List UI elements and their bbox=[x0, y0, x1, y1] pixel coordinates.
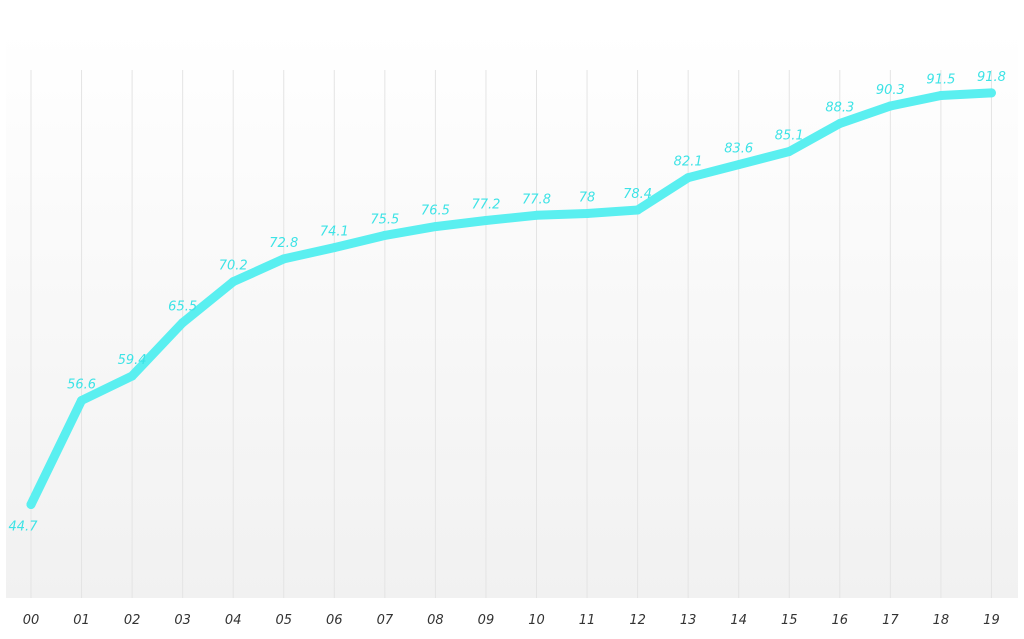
data-label-12: 78.4 bbox=[623, 187, 652, 202]
data-point-04 bbox=[228, 277, 238, 287]
data-label-04: 70.2 bbox=[219, 259, 248, 274]
data-label-17: 90.3 bbox=[876, 83, 905, 98]
x-tick-label-09: 09 bbox=[478, 613, 495, 628]
data-label-00: 44.7 bbox=[9, 519, 39, 534]
data-label-13: 82.1 bbox=[674, 155, 703, 170]
data-label-09: 77.2 bbox=[471, 197, 500, 212]
data-point-09 bbox=[481, 215, 491, 225]
data-point-01 bbox=[77, 396, 87, 406]
data-point-18 bbox=[936, 91, 946, 101]
data-label-06: 74.1 bbox=[320, 225, 349, 240]
data-label-18: 91.5 bbox=[926, 73, 955, 88]
x-tick-label-10: 10 bbox=[528, 613, 545, 628]
x-tick-label-03: 03 bbox=[174, 613, 191, 628]
x-tick-label-11: 11 bbox=[579, 613, 596, 628]
data-point-05 bbox=[279, 254, 289, 264]
x-tick-label-08: 08 bbox=[427, 613, 444, 628]
data-label-11: 78 bbox=[579, 191, 596, 206]
data-point-19 bbox=[986, 88, 996, 98]
series-line-group bbox=[26, 88, 996, 509]
x-tick-label-13: 13 bbox=[680, 613, 697, 628]
x-tick-label-14: 14 bbox=[730, 613, 747, 628]
data-point-16 bbox=[835, 119, 845, 129]
data-point-02 bbox=[127, 371, 137, 381]
data-label-02: 59.4 bbox=[118, 353, 147, 368]
data-point-11 bbox=[582, 209, 592, 219]
data-point-07 bbox=[380, 230, 390, 240]
data-point-12 bbox=[633, 205, 643, 215]
data-labels: 44.7 56.6 59.4 65.5 70.2 72.8 74.1 75.5 76.5 77.2… bbox=[9, 70, 1006, 535]
x-tick-label-07: 07 bbox=[377, 613, 394, 628]
data-point-17 bbox=[885, 101, 895, 111]
data-point-14 bbox=[734, 160, 744, 170]
data-point-10 bbox=[532, 210, 541, 220]
x-tick-label-17: 17 bbox=[882, 613, 899, 628]
x-tick-label-12: 12 bbox=[629, 613, 646, 628]
data-point-15 bbox=[784, 146, 794, 156]
series-line bbox=[26, 88, 996, 509]
data-label-19: 91.8 bbox=[977, 70, 1006, 85]
data-point-08 bbox=[430, 222, 440, 232]
x-tick-label-18: 18 bbox=[933, 613, 950, 628]
data-label-07: 75.5 bbox=[370, 212, 399, 227]
data-point-00 bbox=[26, 499, 36, 509]
x-tick-label-05: 05 bbox=[275, 613, 292, 628]
x-tick-label-01: 01 bbox=[73, 613, 90, 628]
x-tick-label-15: 15 bbox=[781, 613, 798, 628]
data-label-03: 65.5 bbox=[168, 300, 197, 315]
data-point-13 bbox=[683, 173, 693, 183]
x-axis-tick-labels: 00 01 02 03 04 05 06 07 08 09 10 11 12 13 14 15 16 17 18 19 bbox=[23, 613, 1000, 628]
data-point-06 bbox=[329, 243, 339, 253]
grid-lines bbox=[30, 70, 992, 598]
x-tick-label-06: 06 bbox=[326, 613, 343, 628]
x-tick-label-02: 02 bbox=[124, 613, 141, 628]
x-tick-label-16: 16 bbox=[832, 613, 849, 628]
data-label-10: 77.8 bbox=[522, 192, 551, 207]
data-point-03 bbox=[178, 318, 188, 328]
data-label-15: 85.1 bbox=[775, 128, 804, 143]
data-label-16: 88.3 bbox=[825, 101, 854, 116]
data-label-08: 76.5 bbox=[421, 204, 450, 219]
x-tick-label-04: 04 bbox=[225, 613, 242, 628]
data-label-14: 83.6 bbox=[724, 142, 753, 157]
x-tick-label-19: 19 bbox=[983, 613, 1000, 628]
data-label-01: 56.6 bbox=[67, 378, 96, 393]
x-tick-label-00: 00 bbox=[23, 613, 40, 628]
data-label-05: 72.8 bbox=[269, 236, 298, 251]
